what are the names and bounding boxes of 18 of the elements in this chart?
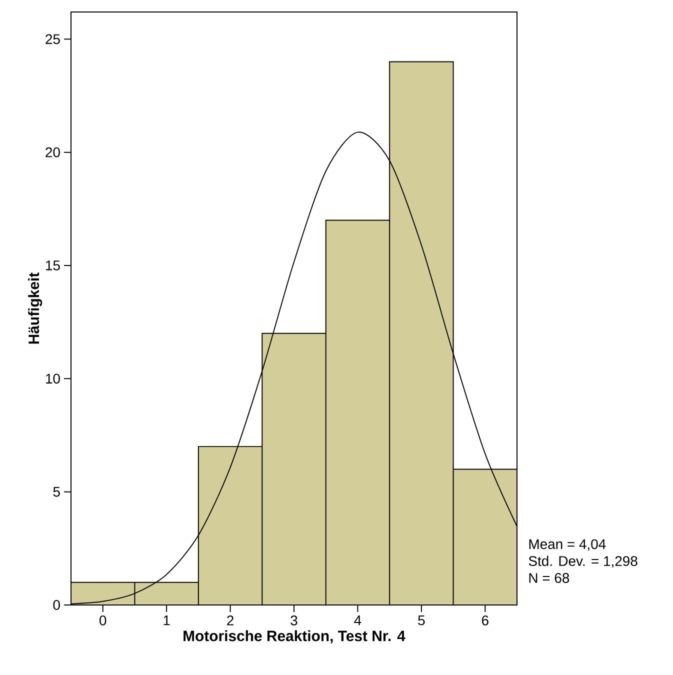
y-tick-label: 15: [46, 260, 60, 270]
text: Mean = 4,04: [529, 539, 606, 551]
x-tick-label: 4: [354, 616, 362, 626]
y-tick-label: 0: [53, 600, 60, 610]
text: N = 68: [529, 573, 570, 583]
y-tick-label: 20: [46, 147, 60, 158]
x-tick-label: 2: [227, 616, 234, 626]
x-tick-label: 3: [290, 616, 298, 626]
x-axis-title: Motorische Reaktion, Test Nr. 4: [184, 630, 406, 644]
y-tick-label: 5: [53, 486, 60, 497]
y-tick-label: 25: [46, 34, 60, 44]
x-tick-label: 0: [100, 616, 106, 626]
x-tick-label: 1: [164, 616, 170, 626]
x-tick-label: 6: [482, 616, 488, 626]
y-axis-title: Häufigkeit: [28, 272, 42, 344]
text: Std. Dev. = 1,298: [528, 556, 638, 568]
y-tick-label: 10: [46, 374, 60, 384]
x-tick-label: 5: [418, 616, 425, 626]
